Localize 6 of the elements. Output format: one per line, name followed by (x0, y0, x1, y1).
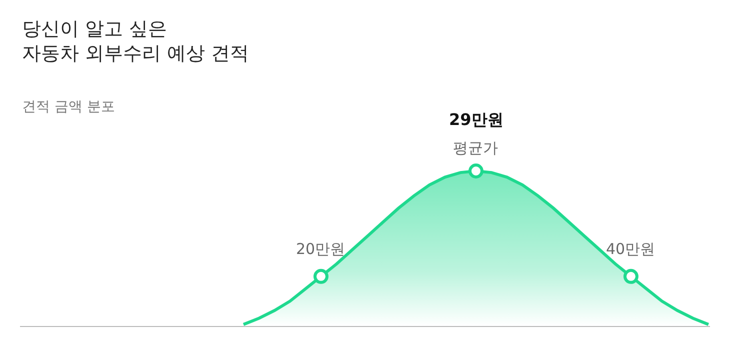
x-tick-label: 40만원 (606, 240, 656, 258)
chart-title: 당신이 알고 싶은 자동차 외부수리 예상 견적 (22, 18, 250, 65)
text: 29만원 (449, 110, 504, 129)
x-tick-label: 20만원 (296, 240, 346, 258)
text: 평균가 (453, 139, 498, 157)
text: 견적 금액 분포 (22, 99, 115, 115)
